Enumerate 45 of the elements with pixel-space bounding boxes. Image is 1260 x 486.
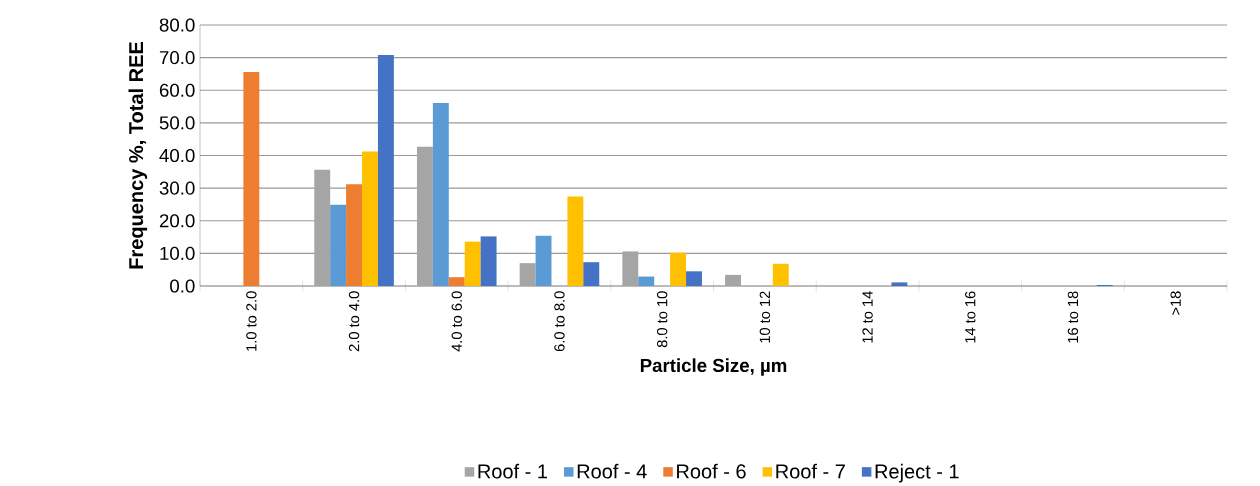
x-tick-label: 12 to 14 [862, 291, 873, 343]
x-tick-label: 2.0 to 4.0 [348, 291, 360, 352]
bar [377, 55, 394, 287]
bar [519, 263, 536, 287]
legend-label: Roof - 4 [577, 464, 647, 479]
bar [464, 241, 481, 287]
legend-label: Roof - 1 [478, 464, 548, 479]
bar [346, 184, 363, 287]
y-axis-title: Frequency %, Total REE [128, 42, 148, 269]
y-tick-label: 80.0 [159, 18, 195, 32]
bar [567, 196, 584, 287]
bar [480, 236, 497, 287]
bar [535, 235, 552, 287]
bar [638, 276, 655, 287]
y-tick-label: 40.0 [159, 149, 195, 163]
y-tick-label: 20.0 [159, 214, 195, 228]
y-tick-label: 10.0 [160, 246, 195, 261]
x-tick-label: 10 to 12 [759, 291, 771, 343]
legend-label: Roof - 7 [776, 464, 845, 479]
x-axis-title: Particle Size, µm [640, 358, 787, 376]
y-tick-label: 30.0 [159, 181, 195, 195]
legend-label: Reject - 1 [875, 464, 959, 483]
x-tick-label: 6.0 to 8.0 [554, 291, 565, 352]
x-tick-label: 8.0 to 10 [656, 291, 668, 348]
bar [432, 103, 449, 287]
bar [330, 204, 347, 287]
x-tick-label: 1.0 to 2.0 [246, 291, 257, 351]
bar [891, 282, 908, 287]
legend-label: Roof - 6 [677, 464, 746, 479]
y-tick-label: 0.0 [170, 279, 195, 293]
bar [362, 151, 378, 287]
bar [243, 72, 260, 287]
x-tick-label: 14 to 16 [965, 291, 976, 343]
bar [670, 252, 687, 287]
x-tick-label: >18 [1170, 291, 1181, 316]
bar [686, 271, 702, 287]
y-tick-label: 50.0 [159, 116, 195, 130]
x-tick-label: 16 to 18 [1067, 291, 1079, 343]
bar [772, 263, 789, 287]
y-tick-label: 70.0 [159, 51, 195, 65]
x-tick-label: 4.0 to 6.0 [451, 291, 462, 352]
bar [583, 262, 600, 287]
y-tick-label: 60.0 [159, 83, 195, 98]
bar [725, 275, 741, 287]
bar [448, 277, 465, 287]
